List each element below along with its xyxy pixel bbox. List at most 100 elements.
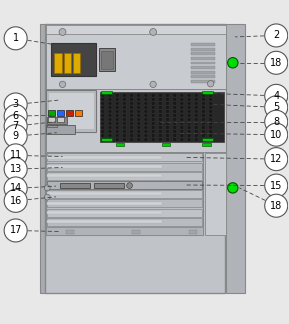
Circle shape: [115, 93, 119, 97]
FancyBboxPatch shape: [190, 57, 215, 60]
Circle shape: [4, 125, 27, 148]
Circle shape: [166, 101, 170, 105]
Circle shape: [151, 97, 155, 101]
Circle shape: [187, 105, 191, 110]
Circle shape: [173, 105, 177, 110]
Circle shape: [151, 138, 155, 142]
Circle shape: [115, 130, 119, 133]
Circle shape: [122, 113, 126, 117]
Circle shape: [187, 110, 191, 113]
Text: 6: 6: [13, 111, 19, 121]
Circle shape: [108, 110, 112, 113]
Circle shape: [180, 122, 184, 125]
Circle shape: [144, 138, 148, 142]
Circle shape: [4, 177, 27, 200]
Circle shape: [209, 122, 213, 125]
Text: 14: 14: [10, 183, 22, 193]
Circle shape: [129, 138, 134, 142]
Circle shape: [59, 81, 66, 87]
Circle shape: [265, 84, 288, 107]
Circle shape: [137, 130, 141, 133]
Circle shape: [129, 125, 134, 130]
Circle shape: [201, 93, 205, 97]
Circle shape: [187, 101, 191, 105]
Circle shape: [194, 133, 198, 138]
FancyBboxPatch shape: [47, 209, 202, 217]
Circle shape: [150, 29, 157, 35]
FancyBboxPatch shape: [47, 165, 162, 168]
Circle shape: [194, 110, 198, 113]
Circle shape: [108, 97, 112, 101]
Circle shape: [209, 110, 213, 113]
FancyBboxPatch shape: [47, 125, 57, 127]
FancyBboxPatch shape: [45, 24, 225, 293]
Circle shape: [194, 113, 198, 117]
FancyBboxPatch shape: [47, 218, 202, 226]
FancyBboxPatch shape: [190, 80, 215, 83]
Circle shape: [180, 113, 184, 117]
Circle shape: [158, 117, 162, 122]
Text: 10: 10: [270, 130, 282, 140]
Circle shape: [4, 219, 27, 242]
Text: 13: 13: [10, 164, 22, 174]
Circle shape: [108, 133, 112, 138]
Circle shape: [201, 125, 205, 130]
Circle shape: [166, 93, 170, 97]
Circle shape: [201, 130, 205, 133]
Circle shape: [137, 117, 141, 122]
FancyBboxPatch shape: [47, 211, 162, 214]
Circle shape: [137, 122, 141, 125]
Circle shape: [144, 130, 148, 133]
Circle shape: [115, 117, 119, 122]
Circle shape: [180, 130, 184, 133]
Circle shape: [208, 81, 214, 87]
Circle shape: [180, 93, 184, 97]
Circle shape: [265, 148, 288, 171]
FancyBboxPatch shape: [190, 66, 215, 69]
Circle shape: [151, 93, 155, 97]
Circle shape: [166, 130, 170, 133]
Circle shape: [158, 97, 162, 101]
Circle shape: [209, 105, 213, 110]
Circle shape: [201, 138, 205, 142]
Circle shape: [201, 101, 205, 105]
Text: 12: 12: [270, 154, 282, 164]
Circle shape: [194, 101, 198, 105]
Circle shape: [122, 138, 126, 142]
Circle shape: [173, 125, 177, 130]
Circle shape: [129, 113, 134, 117]
Circle shape: [180, 97, 184, 101]
Text: 18: 18: [270, 201, 282, 211]
FancyBboxPatch shape: [131, 230, 140, 234]
Circle shape: [108, 117, 112, 122]
Circle shape: [158, 105, 162, 110]
Circle shape: [187, 133, 191, 138]
FancyBboxPatch shape: [47, 163, 202, 171]
Circle shape: [101, 113, 105, 117]
Circle shape: [180, 117, 184, 122]
Circle shape: [187, 125, 191, 130]
Circle shape: [209, 133, 213, 138]
Circle shape: [115, 138, 119, 142]
Circle shape: [194, 125, 198, 130]
Circle shape: [166, 125, 170, 130]
Circle shape: [209, 97, 213, 101]
Circle shape: [151, 105, 155, 110]
FancyBboxPatch shape: [190, 75, 215, 78]
FancyBboxPatch shape: [46, 227, 203, 235]
Circle shape: [265, 174, 288, 197]
Circle shape: [129, 110, 134, 113]
FancyBboxPatch shape: [46, 153, 203, 235]
Circle shape: [144, 125, 148, 130]
Circle shape: [158, 101, 162, 105]
Circle shape: [122, 110, 126, 113]
Circle shape: [151, 122, 155, 125]
Circle shape: [166, 138, 170, 142]
Circle shape: [265, 194, 288, 217]
Circle shape: [101, 110, 105, 113]
Circle shape: [115, 122, 119, 125]
Circle shape: [209, 117, 213, 122]
FancyBboxPatch shape: [46, 125, 75, 134]
Circle shape: [108, 113, 112, 117]
FancyBboxPatch shape: [66, 110, 73, 116]
